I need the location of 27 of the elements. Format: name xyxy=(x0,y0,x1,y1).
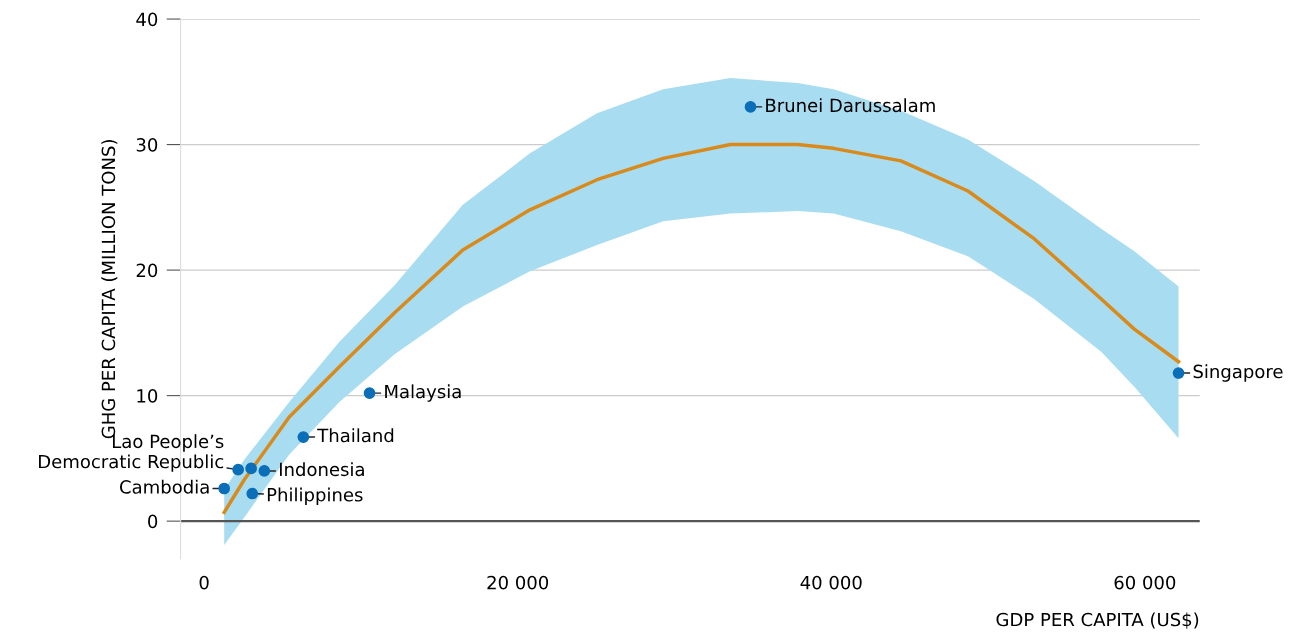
annotation: Brunei Darussalam xyxy=(766,98,935,113)
point xyxy=(744,101,757,113)
annotation: Indonesia xyxy=(279,462,364,477)
point xyxy=(258,465,271,477)
point xyxy=(1172,367,1185,379)
x-tick-label: 40 000 xyxy=(800,575,862,590)
y-tick-label: 40 xyxy=(136,12,158,27)
x-tick-label: 60 000 xyxy=(1114,575,1176,590)
annotation: Cambodia xyxy=(120,479,209,494)
x-axis-title: GDP PER CAPITA (US$) xyxy=(996,612,1199,629)
x-tick-label: 0 xyxy=(199,575,209,590)
point xyxy=(297,431,310,443)
annotation: Singapore xyxy=(1193,364,1283,382)
point xyxy=(245,462,257,475)
x-tick-label: 20 000 xyxy=(487,575,549,590)
y-tick-label: 0 xyxy=(148,514,158,529)
point xyxy=(246,487,259,500)
y-tick-label: 10 xyxy=(137,389,158,403)
point xyxy=(218,482,231,495)
point xyxy=(363,387,376,399)
line-series xyxy=(222,142,1181,515)
annotation: Thailand xyxy=(317,428,394,443)
annotation: Malaysia xyxy=(385,384,461,402)
point xyxy=(232,463,244,476)
annotation: Philippines xyxy=(267,487,363,506)
y-tick-label: 30 xyxy=(136,138,158,152)
y-tick-label: 20 xyxy=(136,263,158,278)
